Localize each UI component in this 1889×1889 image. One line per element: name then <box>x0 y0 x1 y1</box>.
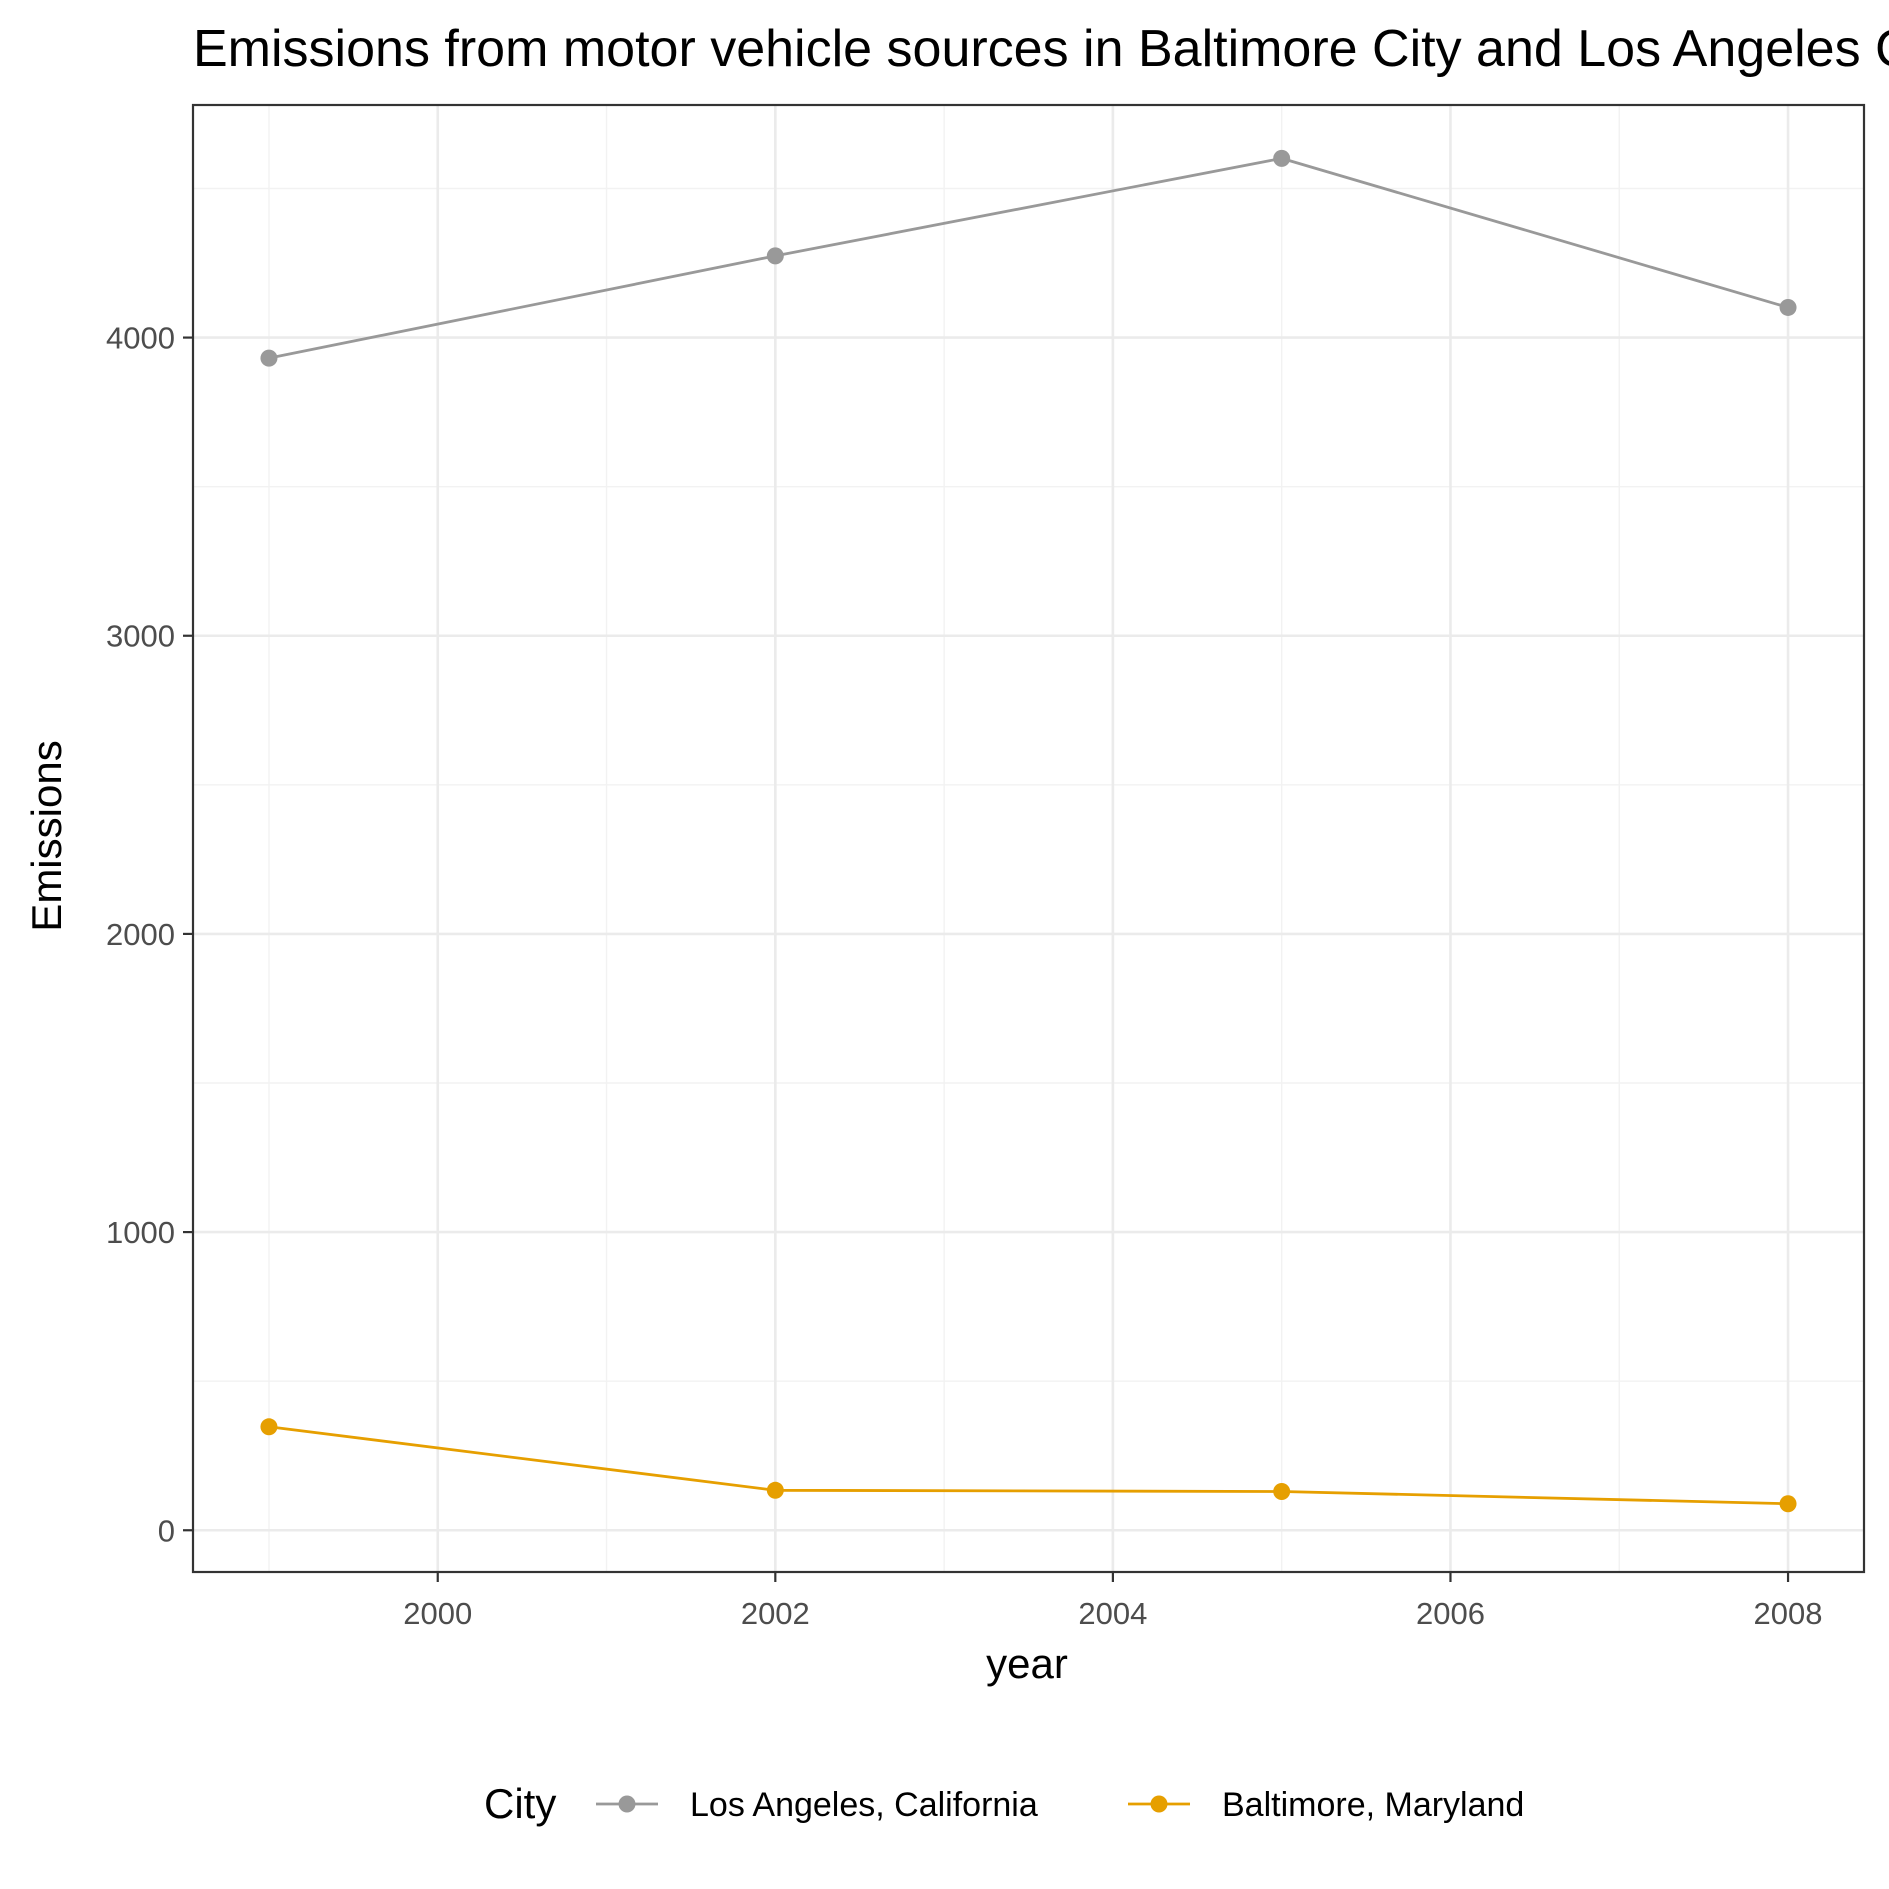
legend: City Los Angeles, California Baltimore, M… <box>484 1780 1524 1827</box>
data-point <box>1779 1495 1797 1513</box>
data-point <box>766 247 784 265</box>
data-point <box>260 349 278 367</box>
x-tick-label: 2008 <box>1754 1596 1823 1631</box>
series-line-1 <box>268 1425 1789 1506</box>
y-tick-label: 4000 <box>106 321 175 356</box>
legend-label: Los Angeles, California <box>690 1786 1038 1824</box>
x-tick-label: 2002 <box>741 1596 810 1631</box>
series-line-0 <box>268 156 1789 360</box>
chart-title: Emissions from motor vehicle sources in … <box>193 20 1889 78</box>
data-point <box>1273 149 1291 167</box>
x-tick-label: 2006 <box>1416 1596 1485 1631</box>
y-axis-title: Emissions <box>23 740 70 931</box>
y-tick-label: 3000 <box>106 619 175 654</box>
legend-key-point <box>1150 1795 1168 1813</box>
legend-title: City <box>484 1780 556 1827</box>
panel-border <box>191 103 1866 1574</box>
y-tick-label: 0 <box>158 1513 175 1548</box>
data-point <box>766 1481 784 1499</box>
data-point <box>1779 298 1797 316</box>
plot-panel: 0 1000 2000 3000 4000 2000 2002 2004 2006 2008 <box>106 103 1866 1631</box>
legend-key-point <box>618 1795 636 1813</box>
y-tick-label: 2000 <box>106 917 175 952</box>
x-axis-title: year <box>986 1640 1068 1687</box>
legend-label: Baltimore, Maryland <box>1222 1786 1524 1824</box>
x-tick-label: 2000 <box>403 1596 472 1631</box>
x-tick-label: 2004 <box>1078 1596 1147 1631</box>
y-tick-label: 1000 <box>106 1215 175 1250</box>
data-point <box>260 1418 278 1436</box>
data-point <box>1273 1482 1291 1500</box>
